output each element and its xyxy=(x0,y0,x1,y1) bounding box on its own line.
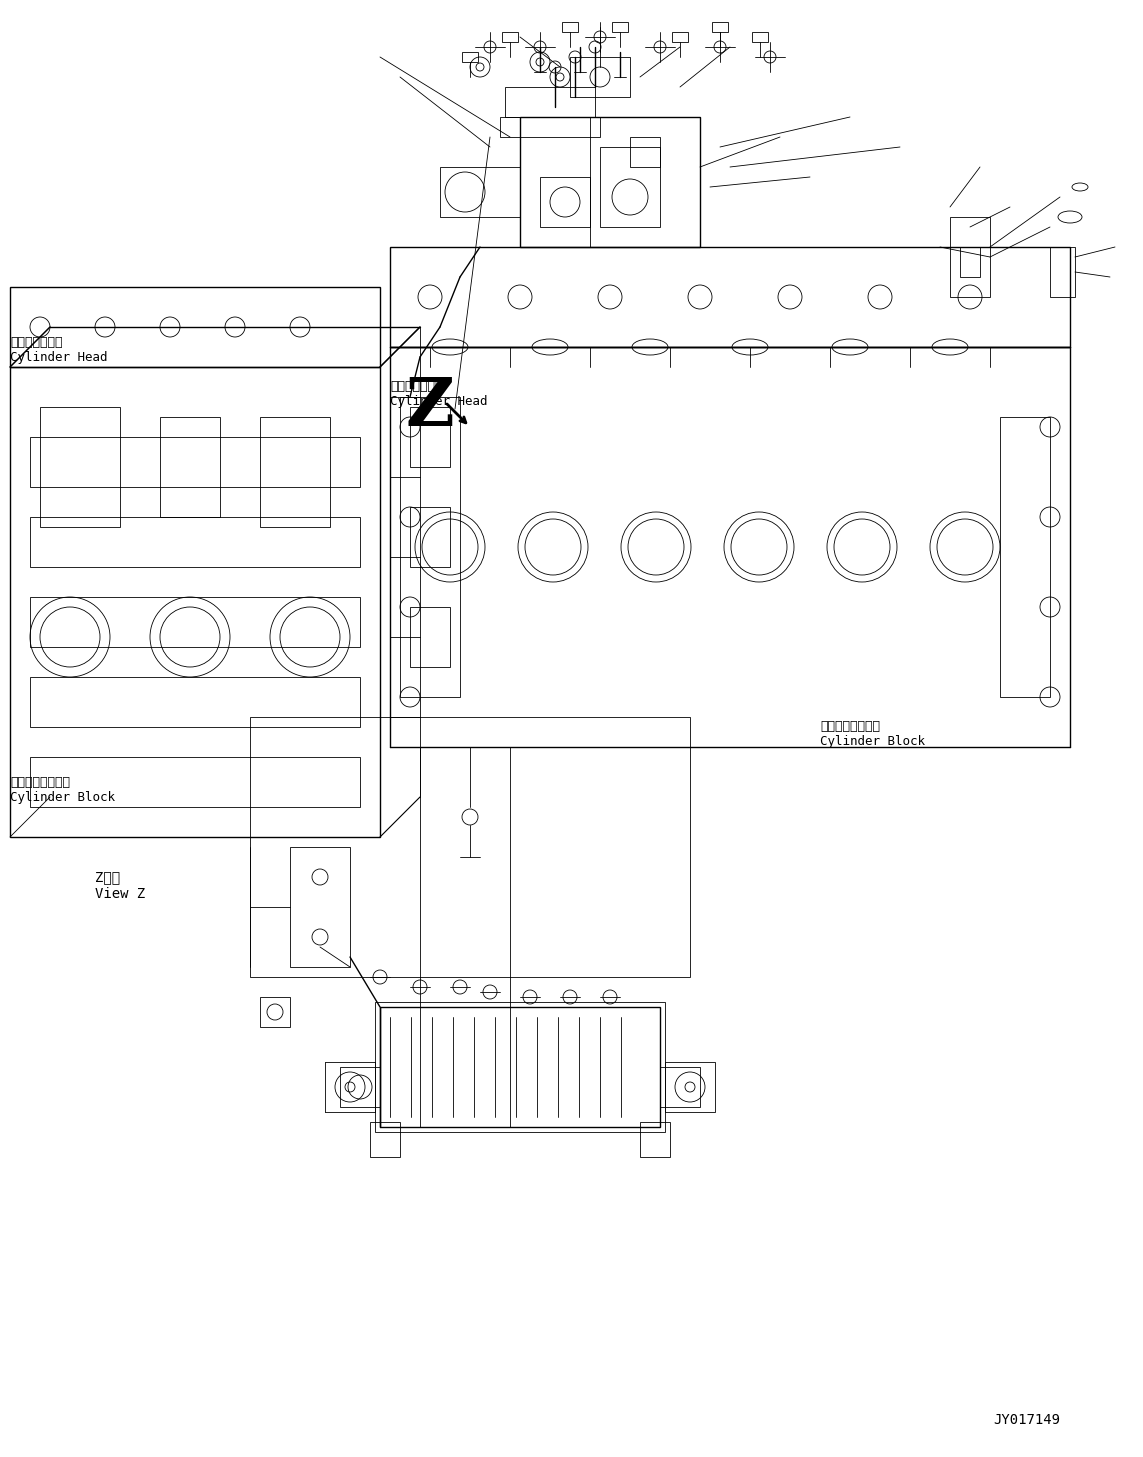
Bar xyxy=(259,997,290,1027)
Bar xyxy=(390,248,1070,347)
Bar xyxy=(400,396,459,696)
Bar xyxy=(520,117,700,248)
Bar xyxy=(950,217,990,297)
Bar xyxy=(30,758,360,807)
Text: Cylinder Block: Cylinder Block xyxy=(820,736,925,749)
Bar xyxy=(10,287,379,367)
Bar xyxy=(505,87,596,117)
Bar xyxy=(250,717,690,978)
Text: JY017149: JY017149 xyxy=(993,1413,1060,1426)
Bar xyxy=(660,1067,700,1107)
Bar xyxy=(290,847,350,967)
Bar xyxy=(630,137,660,168)
Text: シリンダヘッド: シリンダヘッド xyxy=(10,335,63,348)
Bar xyxy=(562,22,578,32)
Bar xyxy=(160,417,219,517)
Bar xyxy=(612,22,628,32)
Bar xyxy=(30,437,360,487)
Bar xyxy=(600,147,660,227)
Bar xyxy=(410,507,450,567)
Bar xyxy=(375,1002,665,1132)
Bar xyxy=(570,57,630,98)
Text: シリンダブロック: シリンダブロック xyxy=(820,721,880,733)
Bar xyxy=(1000,417,1050,696)
Bar xyxy=(1050,248,1076,297)
Bar xyxy=(960,248,980,277)
Bar xyxy=(30,678,360,727)
Bar xyxy=(410,407,450,468)
Bar xyxy=(410,608,450,667)
Text: Cylinder Block: Cylinder Block xyxy=(10,791,115,803)
Bar xyxy=(462,52,478,63)
Bar xyxy=(379,1007,660,1128)
Bar xyxy=(539,176,590,227)
Bar xyxy=(259,417,330,527)
Bar xyxy=(40,407,120,527)
Bar xyxy=(712,22,728,32)
Text: Cylinder Head: Cylinder Head xyxy=(10,351,107,363)
Bar xyxy=(499,117,600,137)
Bar xyxy=(339,1067,379,1107)
Text: View Z: View Z xyxy=(95,887,145,900)
Text: Cylinder Head: Cylinder Head xyxy=(390,395,488,408)
Bar xyxy=(640,1122,670,1157)
Bar xyxy=(502,32,518,42)
Bar xyxy=(30,517,360,567)
Bar xyxy=(752,32,768,42)
Bar xyxy=(10,367,379,836)
Bar xyxy=(665,1062,716,1112)
Bar xyxy=(440,168,520,217)
Bar xyxy=(370,1122,400,1157)
Text: シリンダヘッド: シリンダヘッド xyxy=(390,380,442,393)
Text: Z: Z xyxy=(406,374,454,440)
Bar xyxy=(30,597,360,647)
Text: シリンダブロック: シリンダブロック xyxy=(10,775,70,788)
Bar xyxy=(672,32,688,42)
Text: Z　視: Z 視 xyxy=(95,870,120,884)
